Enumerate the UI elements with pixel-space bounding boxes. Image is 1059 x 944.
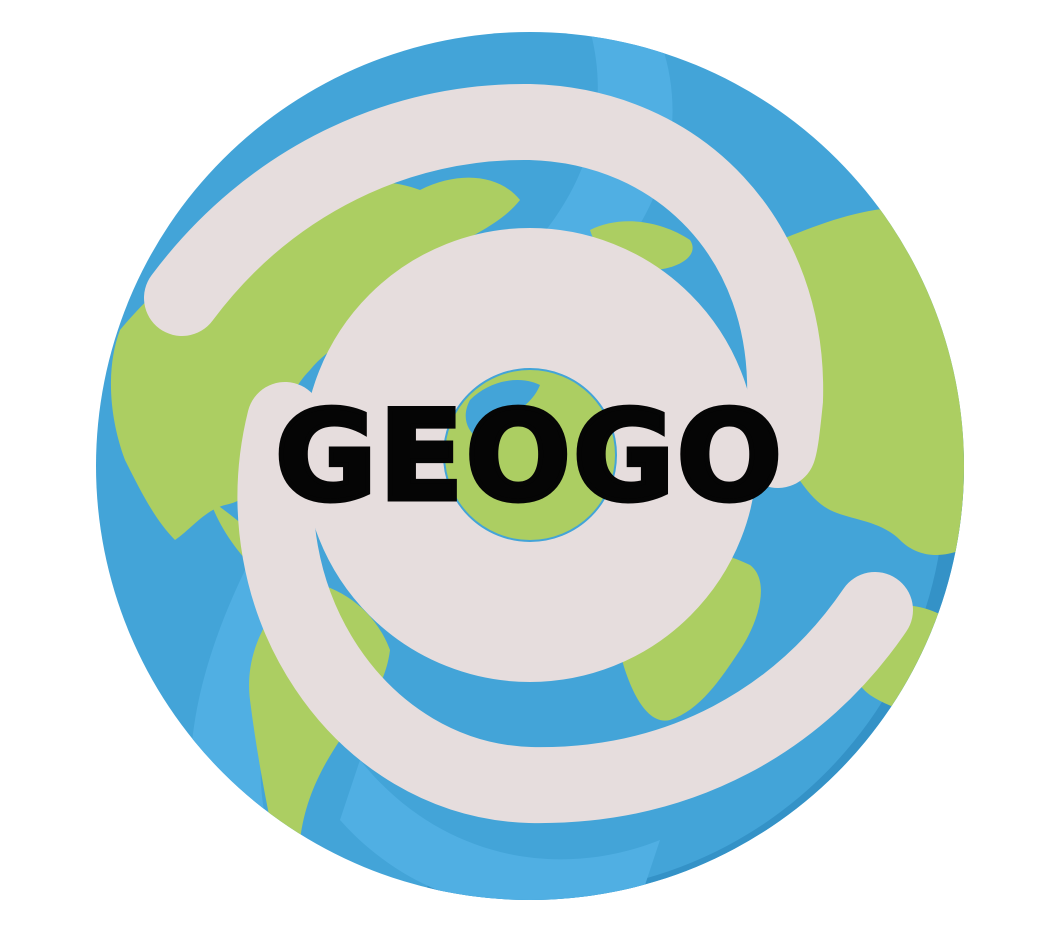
land-eurasia (763, 207, 964, 555)
brand-wordmark: GEOGO (272, 385, 785, 529)
spiral-bottom-arc (237, 382, 913, 824)
spiral-inner-ring (303, 228, 757, 682)
globe-core-water (465, 380, 540, 440)
ocean-band-bottom (340, 760, 660, 900)
spiral-outer-arc (144, 83, 824, 488)
